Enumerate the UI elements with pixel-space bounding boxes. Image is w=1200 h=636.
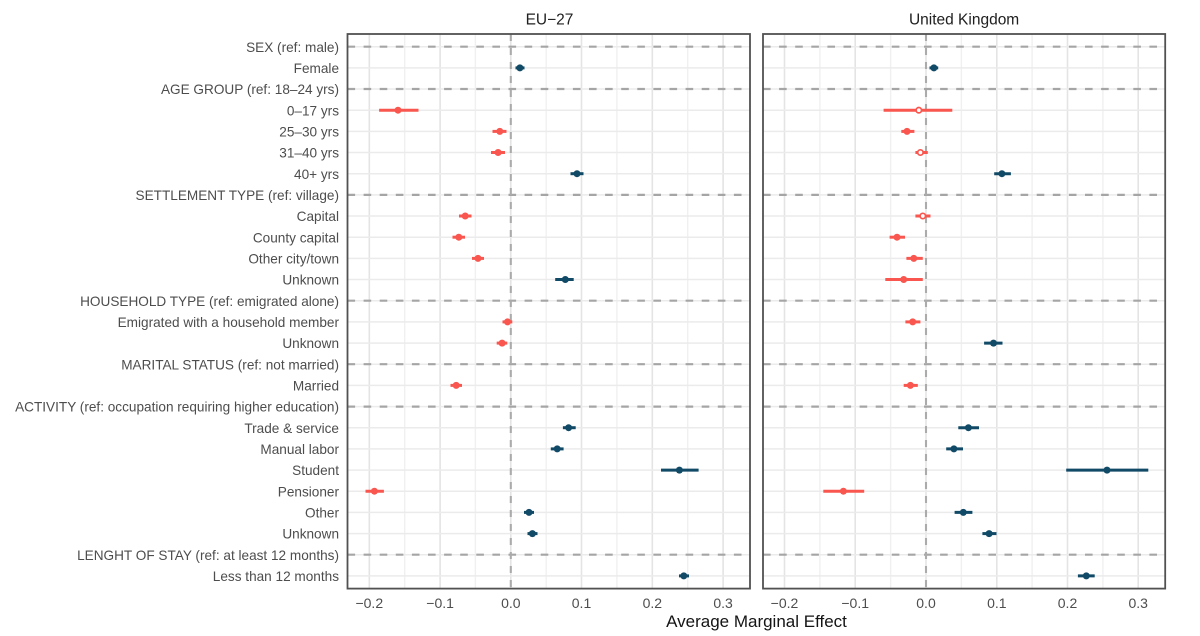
svg-text:0.1: 0.1 — [572, 595, 592, 611]
svg-text:0.3: 0.3 — [1128, 595, 1148, 611]
svg-text:25–30 yrs: 25–30 yrs — [279, 125, 339, 140]
svg-text:SETTLEMENT TYPE (ref: village): SETTLEMENT TYPE (ref: village) — [136, 188, 339, 203]
svg-text:United Kingdom: United Kingdom — [909, 11, 1019, 28]
svg-text:Married: Married — [293, 379, 339, 394]
svg-text:Average Marginal Effect: Average Marginal Effect — [666, 612, 847, 631]
svg-text:40+ yrs: 40+ yrs — [294, 167, 339, 182]
svg-text:−0.2: −0.2 — [355, 595, 383, 611]
svg-text:LENGHT OF STAY (ref: at least: LENGHT OF STAY (ref: at least 12 months) — [77, 548, 339, 563]
svg-text:Other city/town: Other city/town — [248, 252, 339, 267]
svg-text:0.1: 0.1 — [987, 595, 1007, 611]
svg-text:Unknown: Unknown — [282, 336, 339, 351]
svg-text:EU−27: EU−27 — [526, 11, 574, 28]
svg-text:0.2: 0.2 — [643, 595, 663, 611]
svg-text:0.3: 0.3 — [713, 595, 733, 611]
svg-text:HOUSEHOLD TYPE (ref: emigrated: HOUSEHOLD TYPE (ref: emigrated alone) — [80, 294, 339, 309]
svg-text:−0.1: −0.1 — [841, 595, 869, 611]
svg-text:Female: Female — [294, 61, 339, 76]
svg-text:−0.2: −0.2 — [771, 595, 799, 611]
svg-text:−0.1: −0.1 — [426, 595, 454, 611]
svg-text:Trade & service: Trade & service — [244, 421, 339, 436]
svg-text:Unknown: Unknown — [282, 273, 339, 288]
svg-text:Emigrated with a household mem: Emigrated with a household member — [118, 315, 340, 330]
svg-text:31–40 yrs: 31–40 yrs — [279, 146, 339, 161]
svg-text:0.0: 0.0 — [501, 595, 521, 611]
svg-text:Capital: Capital — [297, 209, 339, 224]
svg-text:0.0: 0.0 — [916, 595, 936, 611]
svg-text:MARITAL STATUS (ref: not marri: MARITAL STATUS (ref: not married) — [121, 357, 339, 372]
svg-text:Student: Student — [292, 463, 339, 478]
svg-text:AGE GROUP (ref: 18–24 yrs): AGE GROUP (ref: 18–24 yrs) — [161, 82, 339, 97]
svg-text:Manual labor: Manual labor — [260, 442, 339, 457]
svg-text:Pensioner: Pensioner — [278, 484, 340, 499]
svg-text:0.2: 0.2 — [1058, 595, 1078, 611]
svg-text:Unknown: Unknown — [282, 527, 339, 542]
svg-text:SEX (ref: male): SEX (ref: male) — [246, 40, 339, 55]
svg-text:Other: Other — [305, 506, 339, 521]
svg-text:Less than 12 months: Less than 12 months — [213, 569, 339, 584]
svg-text:ACTIVITY (ref: occupation requ: ACTIVITY (ref: occupation requiring high… — [15, 400, 339, 415]
svg-text:County capital: County capital — [253, 230, 339, 245]
svg-text:0–17 yrs: 0–17 yrs — [287, 103, 339, 118]
